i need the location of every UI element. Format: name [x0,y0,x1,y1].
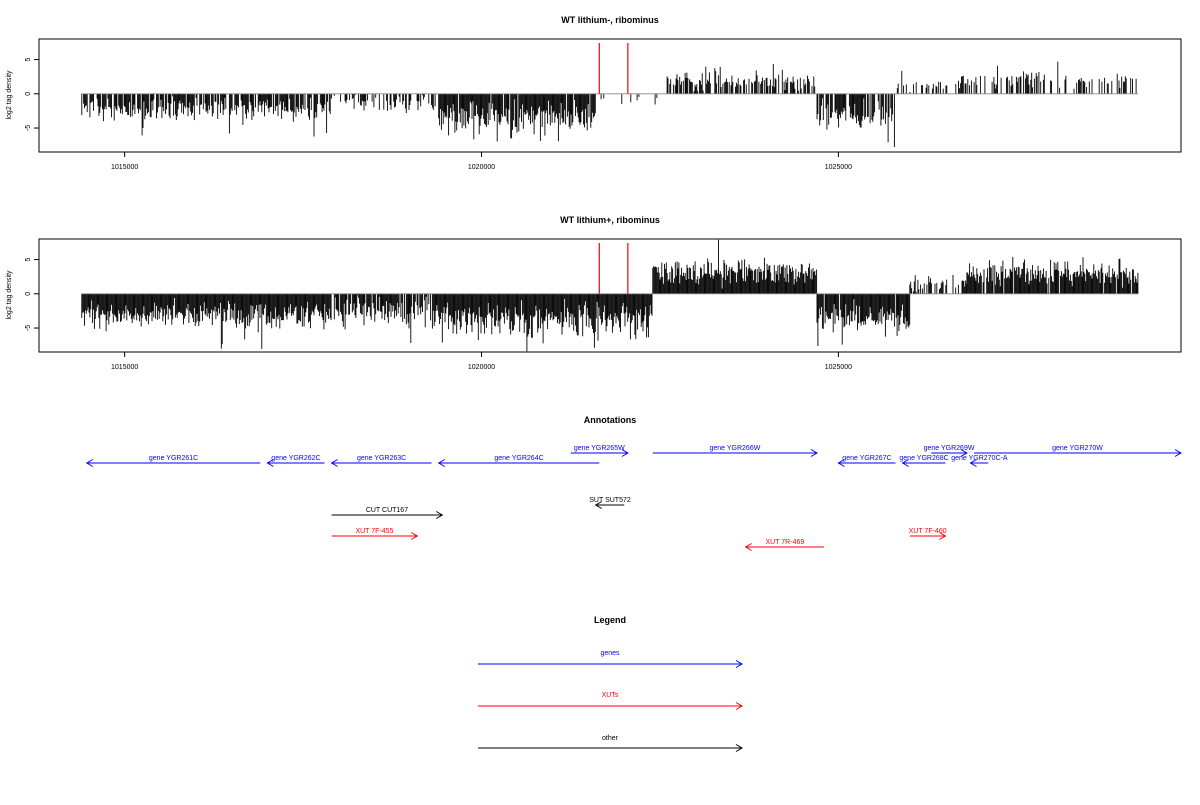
feature-genes: gene YGR264C [437,455,600,467]
y-axis-label: log2 tag density [6,270,13,320]
y-tick-label: 5 [25,257,32,261]
feature-label: gene YGR267C [842,455,891,462]
x-ticks: 1015000 1020000 1025000 [111,352,852,371]
bars [81,61,1137,148]
y-ticks: 5 0 -5 [25,57,39,131]
feature-label: gene YGR270W [1052,445,1103,452]
x-tick-label: 1025000 [825,364,852,371]
feature-label: gene YGR265W [574,445,625,452]
feature-other: SUT SUT572 [589,497,631,509]
feature-label: XUT 7F-460 [909,528,947,535]
y-tick-label: -5 [25,125,32,131]
feature-genes: gene YGR269W [924,445,975,457]
feature-arrow-head [960,449,968,457]
feature-arrow-head [810,449,818,457]
feature-label: gene YGR266W [709,445,760,452]
y-axis-label: log2 tag density [6,70,13,120]
annotations-track: Annotations gene YGR261C gene YGR262C gene… [85,415,1182,551]
x-ticks: 1015000 1020000 1025000 [111,152,852,171]
feature-XUTs: XUT 7R-469 [744,539,825,551]
feature-arrow-head [594,501,602,509]
feature-label: XUT 7F-455 [355,528,393,535]
y-tick-label: 5 [25,57,32,61]
legend-arrow-head [735,744,743,752]
feature-arrow-head [939,532,947,540]
legend: Legend genes XUTs other [478,615,743,752]
legend-label: other [602,735,619,742]
feature-genes: gene YGR263C [330,455,432,467]
feature-XUTs: XUT 7F-460 [909,528,947,540]
legend-arrow-head [735,702,743,710]
feature-genes: gene YGR261C [85,455,261,467]
x-tick-label: 1020000 [468,164,495,171]
panel-lithium-minus: WT lithium-, ribominus log2 tag density … [6,15,1182,171]
x-tick-label: 1015000 [111,364,138,371]
feature-label: gene YGR268C [899,455,948,462]
feature-label: gene YGR269W [924,445,975,452]
bars [81,239,1139,352]
red-markers [598,43,629,94]
feature-arrow-head [85,459,94,467]
feature-label: gene YGR261C [149,455,198,462]
feature-XUTs: XUT 7F-455 [331,528,419,540]
x-tick-label: 1020000 [468,364,495,371]
feature-arrow-head [330,459,338,467]
feature-genes: gene YGR266W [652,445,818,457]
feature-arrow-head [901,459,909,467]
feature-label: gene YGR263C [357,455,406,462]
feature-genes: gene YGR270W [974,445,1182,457]
y-tick-label: 0 [25,92,32,96]
x-tick-label: 1015000 [111,164,138,171]
feature-arrow-head [436,511,444,519]
legend-entry-genes: genes [478,650,743,668]
feature-label: gene YGR270C-A [951,455,1008,462]
feature-arrow-head [837,459,845,467]
feature-label: SUT SUT572 [589,497,631,504]
legend-entry-other: other [478,735,743,752]
annotations-title: Annotations [584,415,637,425]
feature-genes: gene YGR265W [570,445,629,457]
panel-lithium-plus: WT lithium+, ribominus log2 tag density … [6,215,1182,371]
y-ticks: 5 0 -5 [25,257,39,331]
legend-label: XUTs [602,692,619,699]
feature-arrow-head [969,459,977,467]
feature-label: gene YGR264C [494,455,543,462]
feature-label: CUT CUT167 [366,507,408,514]
plot-frame [38,38,1182,153]
panel-title: WT lithium-, ribominus [561,15,659,25]
legend-label: genes [600,650,620,657]
red-markers [598,243,629,294]
legend-arrow-head [735,660,743,668]
feature-arrow-head [266,459,274,467]
feature-arrow-head [744,543,752,551]
feature-arrow-head [437,459,445,467]
feature-genes: gene YGR268C [899,455,949,467]
feature-genes: gene YGR267C [837,455,896,467]
y-tick-label: 0 [25,292,32,296]
feature-arrows: gene YGR261C gene YGR262C gene YGR263C gene… [85,445,1182,551]
feature-genes: gene YGR270C-A [951,455,1008,467]
feature-label: XUT 7R-469 [765,539,804,546]
feature-arrow-head [411,532,419,540]
legend-entry-xuts: XUTs [478,692,743,710]
panel-title: WT lithium+, ribominus [560,215,660,225]
feature-arrow-head [621,449,629,457]
feature-other: CUT CUT167 [331,507,444,519]
x-tick-label: 1025000 [825,164,852,171]
feature-genes: gene YGR262C [266,455,325,467]
legend-title: Legend [594,615,626,625]
plot-frame [38,238,1182,353]
feature-label: gene YGR262C [271,455,320,462]
y-tick-label: -5 [25,325,32,331]
feature-arrow-head [1174,449,1182,457]
